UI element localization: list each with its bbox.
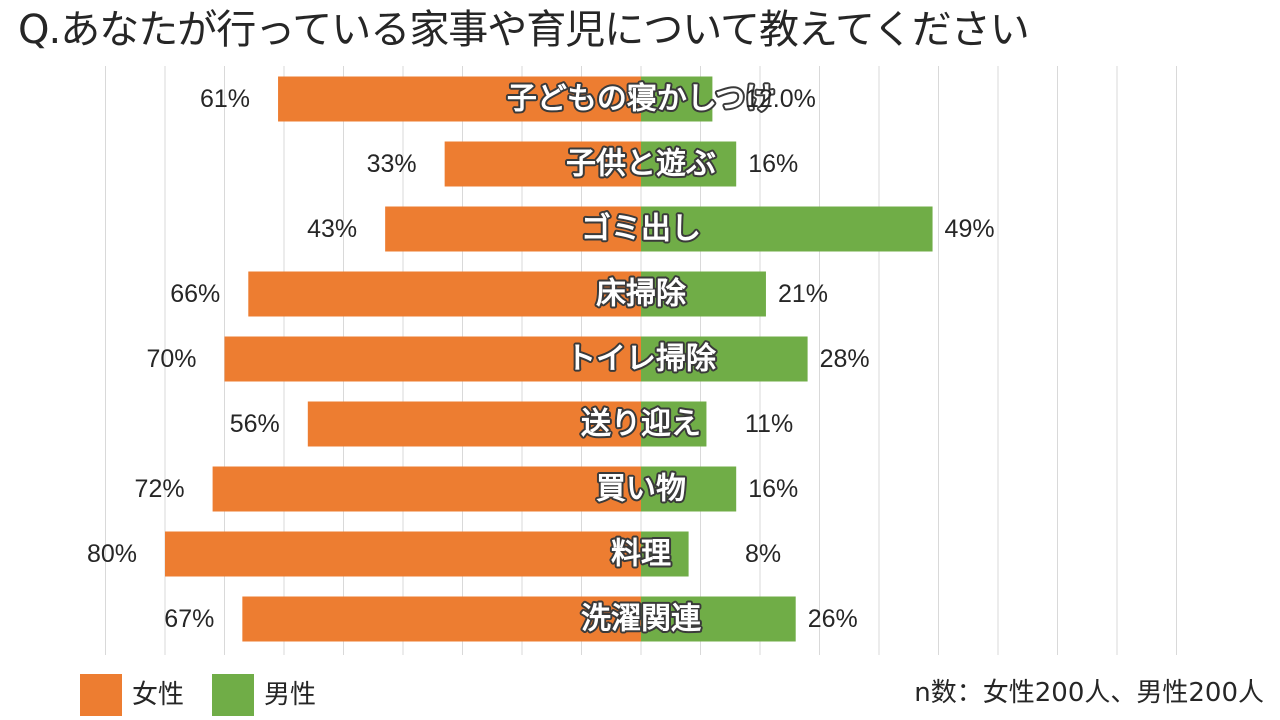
category-label: 床掃除 <box>596 277 687 312</box>
category-label: 洗濯関連 <box>581 602 702 637</box>
legend: 女性 男性 <box>80 674 344 716</box>
value-label-male: 16% <box>748 475 798 503</box>
category-label: 料理 <box>611 537 671 572</box>
bar-female <box>444 141 641 187</box>
category-label: 子供と遊ぶ <box>566 147 716 182</box>
value-label-female: 61% <box>200 85 250 113</box>
bar-male <box>641 531 689 577</box>
bars <box>165 76 933 642</box>
value-label-female: 56% <box>230 410 280 438</box>
value-label-female: 80% <box>87 540 137 568</box>
value-label-female: 33% <box>367 150 417 178</box>
bar-female <box>307 401 641 447</box>
bar-male <box>641 141 737 187</box>
value-label-female: 43% <box>307 215 357 243</box>
bar-male <box>641 271 766 317</box>
bar-female <box>165 531 641 577</box>
value-label-male: 21% <box>778 280 828 308</box>
value-label-female: 67% <box>164 605 214 633</box>
legend-label-female: 女性 <box>132 680 185 710</box>
legend-swatch-female <box>80 674 122 716</box>
bar-male <box>641 596 796 642</box>
category-label: 買い物 <box>596 472 686 507</box>
bar-male <box>641 206 933 252</box>
legend-swatch-male <box>212 674 255 716</box>
value-label-female: 70% <box>146 345 196 373</box>
bar-female <box>242 596 641 642</box>
value-label-male: 26% <box>808 605 858 633</box>
value-label-male: 8% <box>745 540 781 568</box>
bar-male <box>641 336 808 382</box>
value-label-male: 11% <box>745 410 793 438</box>
legend-item-female: 女性 <box>80 674 184 716</box>
value-label-male: 28% <box>820 345 870 373</box>
bar-male <box>641 401 707 447</box>
bar-male <box>641 76 713 122</box>
category-label: 子どもの寝かしつけ <box>507 82 775 117</box>
legend-label-male: 男性 <box>264 680 317 710</box>
chart-title: Q.あなたが行っている家事や育児について教えてください <box>18 7 1030 53</box>
legend-item-male: 男性 <box>212 674 316 716</box>
bar-female <box>278 76 641 122</box>
bar-female <box>212 466 641 512</box>
sample-size-note: n数：女性200人、男性200人 <box>914 678 1264 708</box>
category-label: トイレ掃除 <box>566 342 717 377</box>
bar-female <box>248 271 642 317</box>
value-label-female: 72% <box>135 475 185 503</box>
value-label-female: 66% <box>170 280 220 308</box>
category-label: 送り迎え <box>581 407 701 442</box>
value-label-male: 12.0% <box>745 85 816 113</box>
value-label-male: 16% <box>748 150 798 178</box>
bar-male <box>641 466 737 512</box>
value-label-male: 49% <box>945 215 995 243</box>
bar-female <box>385 206 641 252</box>
category-label: ゴミ出し <box>581 212 701 247</box>
bar-female <box>224 336 641 382</box>
value-labels: 61% 12.0% 33% 16% 43% 49% 66% 21% 70% 28% 56% 11% 72… <box>87 85 995 633</box>
